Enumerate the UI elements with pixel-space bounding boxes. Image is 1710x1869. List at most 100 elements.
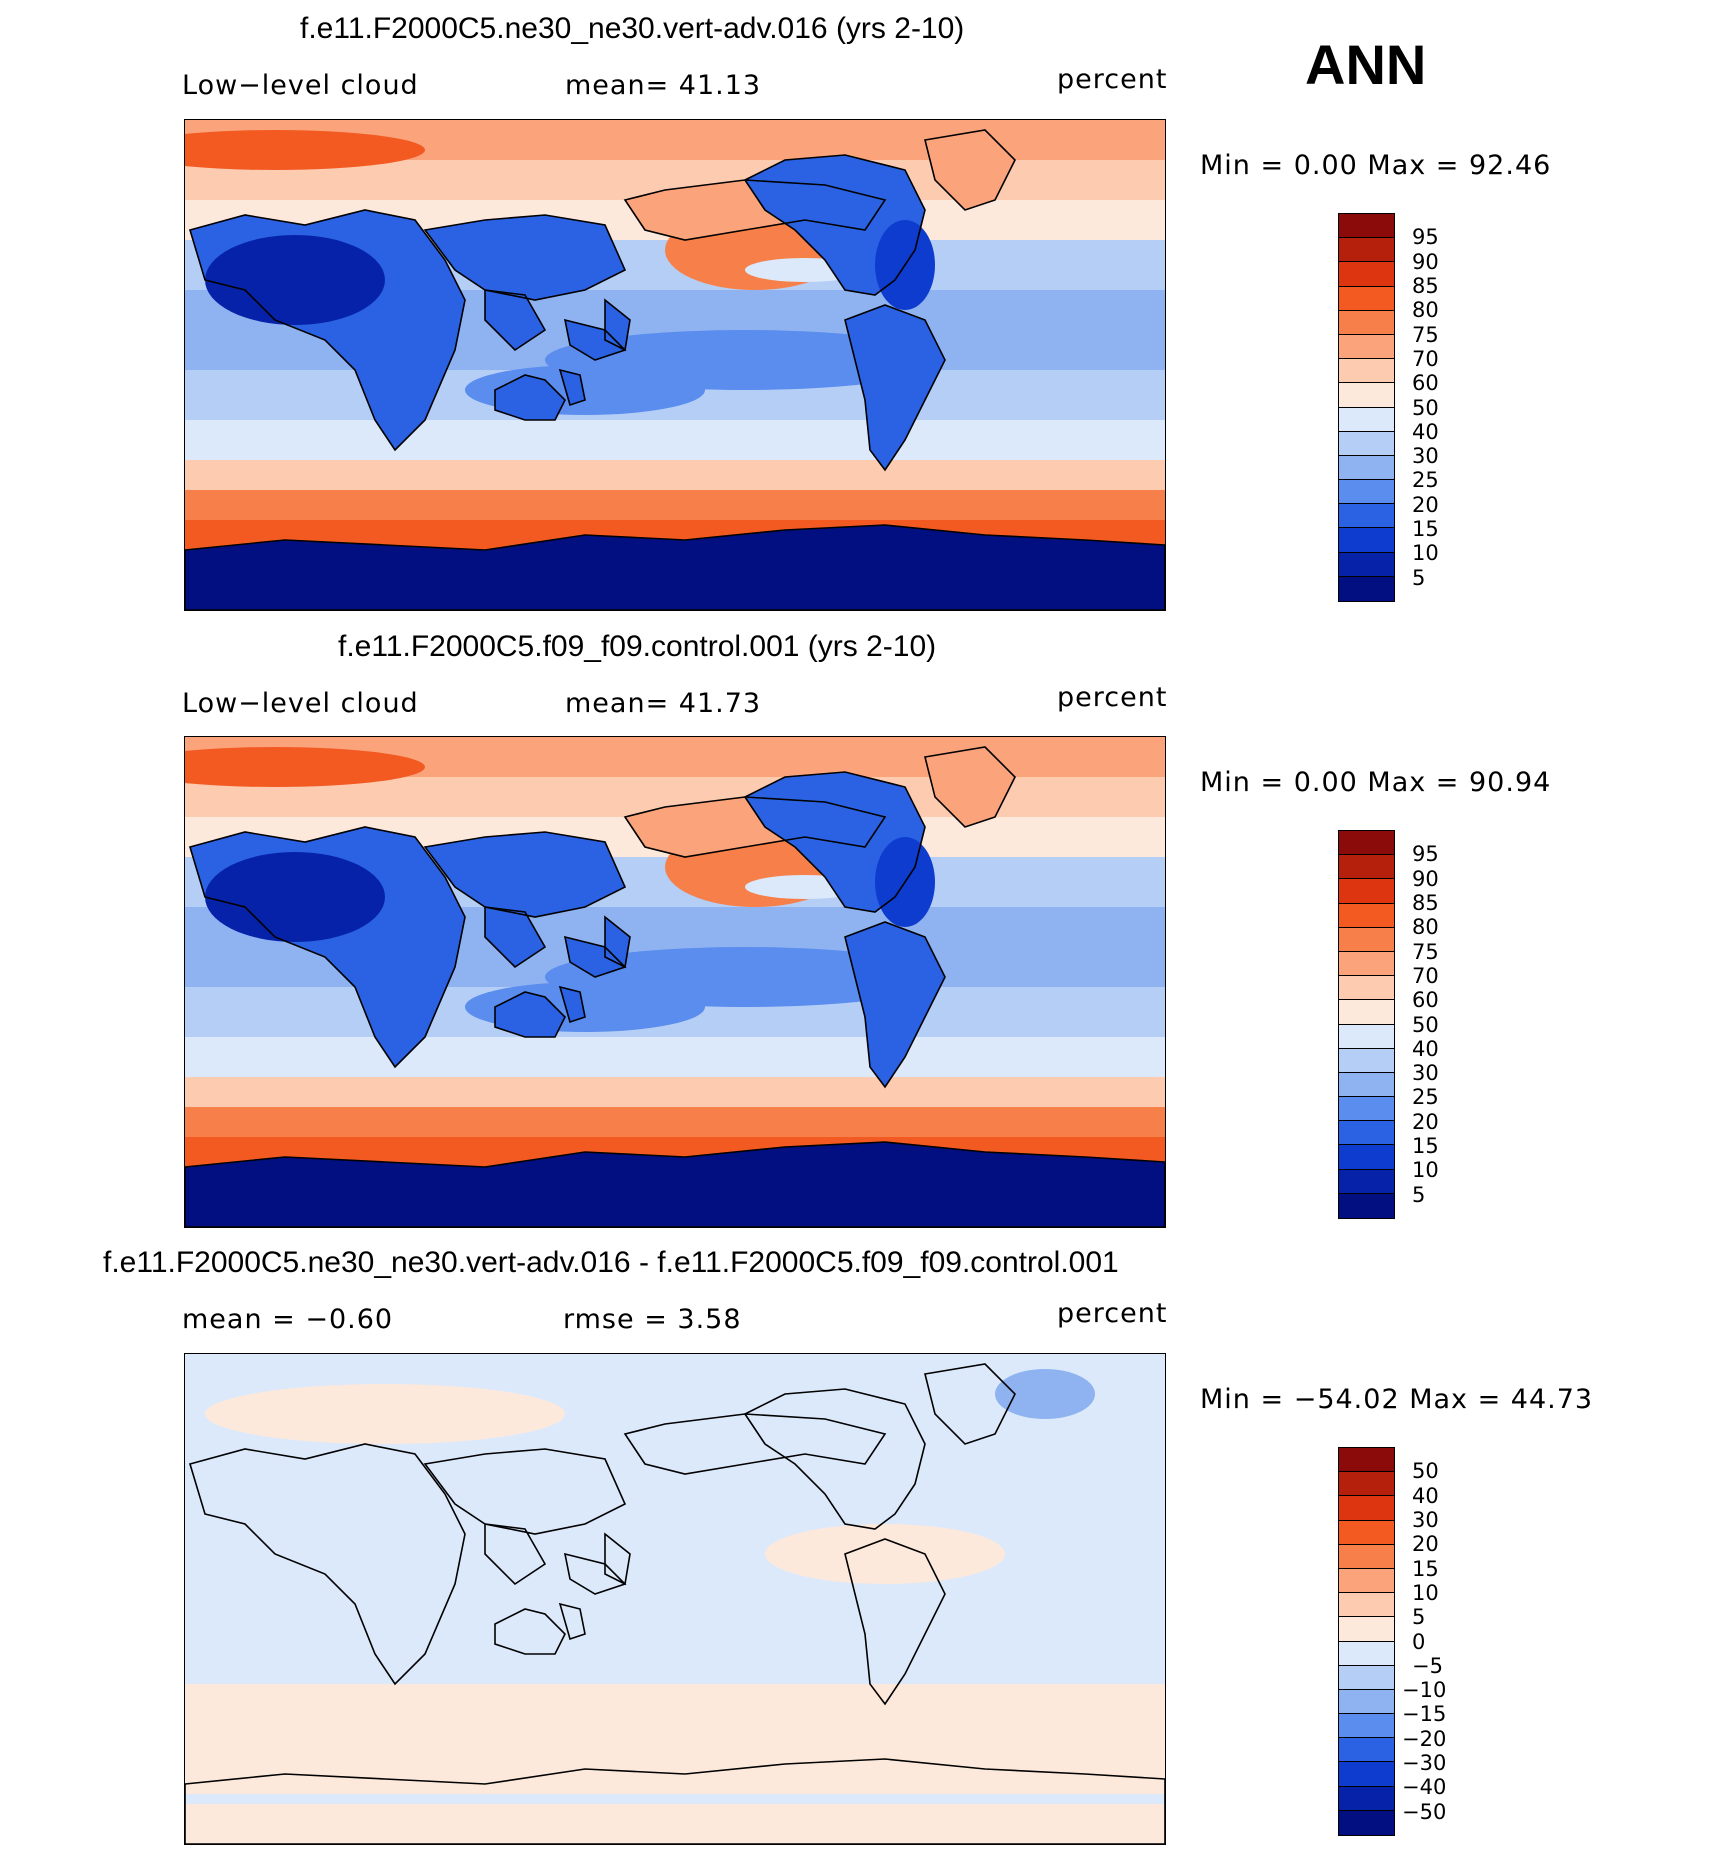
panel-1-units-label: percent [1057, 64, 1168, 95]
colorbar-tick-label: 75 [1412, 939, 1439, 964]
colorbar-swatch [1339, 1568, 1394, 1594]
colorbar-tick-label: −40 [1402, 1775, 1447, 1800]
colorbar-swatch [1339, 310, 1394, 335]
colorbar-tick-label: 70 [1412, 346, 1439, 371]
colorbar-tick-label: 25 [1412, 468, 1439, 493]
panel-3-map-field [185, 1354, 1165, 1844]
colorbar-tick-label: 30 [1412, 1507, 1439, 1532]
colorbar-tick-label: 80 [1412, 298, 1439, 323]
panel-1-minmax: Min = 0.00 Max = 92.46 [1200, 150, 1552, 181]
colorbar-tick-label: −15 [1402, 1702, 1447, 1727]
colorbar-tick-label: −10 [1402, 1678, 1447, 1703]
colorbar-tick-label: 30 [1412, 1061, 1439, 1086]
colorbar-swatch [1339, 528, 1394, 553]
colorbar-swatch [1339, 951, 1394, 977]
colorbar-tick-label: 70 [1412, 963, 1439, 988]
panel-1-title: f.e11.F2000C5.ne30_ne30.vert-adv.016 (yr… [300, 12, 965, 45]
colorbar-swatch [1339, 1762, 1394, 1787]
colorbar-swatch [1339, 1448, 1394, 1473]
colorbar-swatch [1339, 831, 1394, 856]
panel-3-colorbar [1338, 1447, 1395, 1836]
colorbar-tick-label: −5 [1412, 1653, 1443, 1678]
colorbar-tick-label: 15 [1412, 1134, 1439, 1159]
colorbar-swatch [1339, 1048, 1394, 1073]
colorbar-tick-label: 50 [1412, 395, 1439, 420]
colorbar-swatch [1339, 855, 1394, 880]
panel-3-mean-label: mean = −0.60 [182, 1304, 394, 1335]
panel-3-title: f.e11.F2000C5.ne30_ne30.vert-adv.016 - f… [103, 1246, 1119, 1279]
panel-3-minmax: Min = −54.02 Max = 44.73 [1200, 1384, 1594, 1415]
colorbar-swatch [1339, 1617, 1394, 1642]
colorbar-tick-label: 5 [1412, 1605, 1426, 1630]
colorbar-swatch [1339, 1072, 1394, 1098]
colorbar-swatch [1339, 238, 1394, 263]
panel-1-variable-label: Low−level cloud [182, 70, 419, 101]
colorbar-swatch [1339, 576, 1394, 601]
panel-2-units-label: percent [1057, 682, 1168, 713]
colorbar-tick-label: 85 [1412, 273, 1439, 298]
colorbar-tick-label: 95 [1412, 842, 1439, 867]
field-layer [185, 120, 1165, 610]
colorbar-tick-label: 40 [1412, 1036, 1439, 1061]
colorbar-swatch [1339, 504, 1394, 529]
colorbar-swatch [1339, 1689, 1394, 1715]
colorbar-swatch [1339, 1665, 1394, 1690]
colorbar-swatch [1339, 407, 1394, 432]
colorbar-tick-label: −30 [1402, 1751, 1447, 1776]
colorbar-swatch [1339, 480, 1394, 505]
colorbar-tick-label: 20 [1412, 492, 1439, 517]
colorbar-tick-label: 5 [1412, 565, 1426, 590]
colorbar-tick-label: 50 [1412, 1012, 1439, 1037]
colorbar-swatch [1339, 1121, 1394, 1146]
colorbar-tick-label: 60 [1412, 371, 1439, 396]
colorbar-swatch [1339, 1169, 1394, 1194]
panel-3-rmse-label: rmse = 3.58 [563, 1304, 742, 1335]
coastlines [185, 746, 1165, 1227]
colorbar-swatch [1339, 1496, 1394, 1521]
coastlines [185, 1363, 1165, 1844]
colorbar-swatch [1339, 1193, 1394, 1218]
panel-1-mean-label: mean= 41.13 [565, 70, 762, 101]
colorbar-tick-label: 60 [1412, 988, 1439, 1013]
colorbar-swatch [1339, 359, 1394, 384]
season-label: ANN [1305, 33, 1427, 96]
panel-3-units-label: percent [1057, 1298, 1168, 1329]
panel-3-map [184, 1353, 1166, 1845]
colorbar-tick-label: 10 [1412, 1158, 1439, 1183]
colorbar-tick-label: 90 [1412, 249, 1439, 274]
colorbar-swatch [1339, 552, 1394, 577]
panel-2-mean-label: mean= 41.73 [565, 688, 762, 719]
colorbar-swatch [1339, 1714, 1394, 1739]
panel-2-variable-label: Low−level cloud [182, 688, 419, 719]
colorbar-tick-label: 10 [1412, 541, 1439, 566]
colorbar-swatch [1339, 1520, 1394, 1545]
colorbar-tick-label: 10 [1412, 1580, 1439, 1605]
colorbar-tick-label: −20 [1402, 1726, 1447, 1751]
coastlines [185, 129, 1165, 610]
colorbar-swatch [1339, 903, 1394, 928]
panel-2-title: f.e11.F2000C5.f09_f09.control.001 (yrs 2… [338, 630, 937, 663]
colorbar-tick-label: 20 [1412, 1532, 1439, 1557]
colorbar-tick-label: 85 [1412, 890, 1439, 915]
colorbar-swatch [1339, 383, 1394, 408]
panel-2-map-field [185, 737, 1165, 1227]
colorbar-tick-label: 50 [1412, 1459, 1439, 1484]
colorbar-tick-label: 80 [1412, 915, 1439, 940]
colorbar-swatch [1339, 1472, 1394, 1497]
colorbar-swatch [1339, 214, 1394, 239]
colorbar-tick-label: 75 [1412, 322, 1439, 347]
colorbar-swatch [1339, 1593, 1394, 1618]
colorbar-swatch [1339, 1145, 1394, 1170]
colorbar-swatch [1339, 976, 1394, 1001]
colorbar-swatch [1339, 1810, 1394, 1835]
field-layer [185, 737, 1165, 1227]
colorbar-swatch [1339, 1000, 1394, 1025]
colorbar-tick-label: 40 [1412, 419, 1439, 444]
colorbar-swatch [1339, 879, 1394, 904]
colorbar-tick-label: 5 [1412, 1182, 1426, 1207]
colorbar-swatch [1339, 1641, 1394, 1666]
colorbar-swatch [1339, 431, 1394, 456]
colorbar-swatch [1339, 1786, 1394, 1811]
colorbar-swatch [1339, 334, 1394, 360]
colorbar-swatch [1339, 286, 1394, 311]
